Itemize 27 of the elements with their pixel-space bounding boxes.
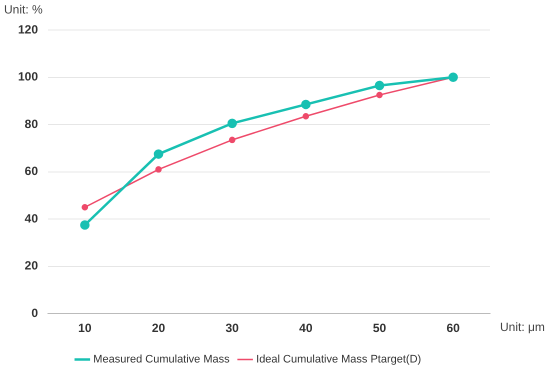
y-tick-label: 80 bbox=[24, 116, 38, 131]
legend-label: Measured Cumulative Mass bbox=[93, 354, 230, 366]
y-tick-label: 100 bbox=[18, 70, 38, 84]
point bbox=[155, 166, 162, 173]
point bbox=[301, 100, 311, 110]
legend-label: Ideal Cumulative Mass Ptarget(D) bbox=[256, 354, 422, 366]
x-tick-label: 10 bbox=[78, 321, 92, 336]
x-axis-title: Unit: μm bbox=[500, 320, 545, 334]
x-tick-label: 20 bbox=[152, 321, 166, 336]
y-tick-label: 20 bbox=[24, 258, 38, 273]
x-tick-label: 40 bbox=[299, 321, 313, 336]
y-tick-label: 0 bbox=[31, 306, 38, 320]
x-tick-label: 60 bbox=[446, 321, 460, 336]
point bbox=[82, 204, 88, 210]
y-tick-label: 60 bbox=[24, 164, 38, 178]
point bbox=[154, 149, 164, 159]
y-axis-title: Unit: % bbox=[4, 2, 44, 16]
point bbox=[227, 118, 237, 128]
point bbox=[376, 92, 383, 98]
point bbox=[228, 136, 236, 144]
point bbox=[302, 113, 310, 120]
point bbox=[374, 80, 384, 90]
x-tick-label: 50 bbox=[372, 321, 386, 336]
x-tick-label: 30 bbox=[226, 321, 240, 336]
y-tick-label: 120 bbox=[18, 22, 38, 36]
point bbox=[80, 220, 90, 230]
y-tick-label: 40 bbox=[24, 211, 38, 226]
